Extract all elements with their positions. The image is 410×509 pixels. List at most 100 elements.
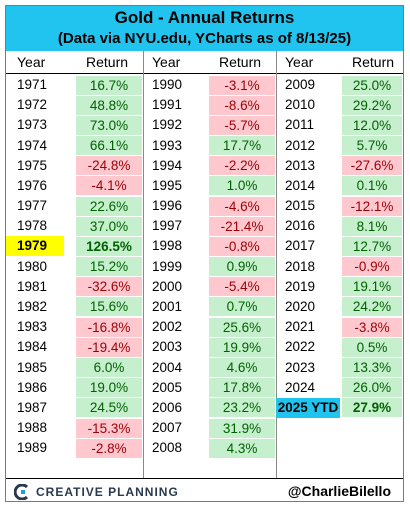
return-cell: 126.5%	[76, 236, 142, 256]
return-cell: 5.7%	[342, 136, 402, 156]
year-cell: 1995	[152, 177, 183, 193]
column-divider	[276, 51, 277, 478]
return-cell: 17.7%	[209, 136, 275, 156]
year-cell: 1998	[152, 238, 183, 254]
return-cell: 6.0%	[76, 358, 142, 378]
year-cell: 2009	[285, 77, 316, 92]
return-cell: 4.3%	[209, 438, 275, 458]
return-cell: 37.0%	[76, 216, 142, 236]
return-cell: 48.8%	[76, 95, 142, 115]
return-cell: 1.0%	[209, 176, 275, 196]
return-cell: 4.6%	[209, 358, 275, 378]
year-cell: 1986	[17, 379, 48, 395]
brand-name: CREATIVE PLANNING	[36, 485, 179, 499]
column-divider	[143, 51, 144, 478]
year-cell: 1972	[17, 97, 48, 113]
year-cell: 1996	[152, 198, 183, 214]
year-cell: 1982	[17, 298, 48, 314]
year-cell: 1987	[17, 399, 48, 415]
return-cell: 19.0%	[76, 378, 142, 398]
year-cell: 1977	[17, 198, 48, 214]
return-cell: 24.5%	[76, 398, 142, 418]
return-cell: -16.8%	[76, 317, 142, 337]
year-cell: 2018	[285, 258, 316, 274]
col-header-year-3: Year	[285, 54, 314, 70]
return-cell: 25.6%	[209, 317, 275, 337]
year-cell: 1973	[17, 117, 48, 133]
year-cell: 1990	[152, 77, 183, 92]
year-cell: 1980	[17, 258, 48, 274]
return-cell: 15.2%	[76, 257, 142, 277]
year-cell: 1992	[152, 117, 183, 133]
year-cell: 1985	[17, 359, 48, 375]
return-cell: 12.7%	[342, 236, 402, 256]
return-cell: -0.9%	[342, 257, 402, 277]
year-cell: 2023	[285, 359, 316, 375]
year-cell: 1979	[6, 236, 64, 257]
return-cell: -12.1%	[342, 196, 402, 216]
return-cell: 29.2%	[342, 95, 402, 115]
year-cell: 2001	[152, 298, 183, 314]
return-cell: 25.0%	[342, 75, 402, 95]
col-header-return-3: Return	[352, 54, 395, 70]
return-cell: 13.3%	[342, 358, 402, 378]
year-cell: 1983	[17, 319, 48, 335]
return-cell: 22.6%	[76, 196, 142, 216]
year-cell: 2010	[285, 97, 316, 113]
year-cell: 1993	[152, 137, 183, 153]
return-cell: 15.6%	[76, 297, 142, 317]
return-cell: 0.1%	[342, 176, 402, 196]
return-cell: 24.2%	[342, 297, 402, 317]
year-cell: 2004	[152, 359, 183, 375]
year-cell: 1976	[17, 177, 48, 193]
year-cell: 2024	[285, 379, 316, 395]
page-title: Gold - Annual Returns	[114, 8, 295, 27]
return-cell: 73.0%	[76, 115, 142, 135]
return-cell: -19.4%	[76, 337, 142, 357]
year-cell: 1974	[17, 137, 48, 153]
year-cell: 2003	[152, 339, 183, 355]
return-cell: -21.4%	[209, 216, 275, 236]
return-cell: -27.6%	[342, 156, 402, 176]
return-cell: -32.6%	[76, 277, 142, 297]
return-cell: 27.9%	[342, 398, 402, 418]
return-cell: 12.0%	[342, 115, 402, 135]
return-cell: 8.1%	[342, 216, 402, 236]
year-cell: 2020	[285, 298, 316, 314]
year-cell: 2014	[285, 177, 316, 193]
col-header-year-1: Year	[17, 54, 46, 70]
return-cell: -3.1%	[209, 75, 275, 95]
year-cell: 1999	[152, 258, 183, 274]
year-cell: 2012	[285, 137, 316, 153]
return-cell: -5.4%	[209, 277, 275, 297]
year-cell: 2007	[152, 420, 183, 436]
return-cell: 0.9%	[209, 257, 275, 277]
year-cell: 2002	[152, 319, 183, 335]
year-cell: 2013	[285, 157, 316, 173]
return-cell: 23.2%	[209, 398, 275, 418]
return-cell: 16.7%	[76, 75, 142, 95]
return-cell: 66.1%	[76, 136, 142, 156]
year-cell: 1991	[152, 97, 183, 113]
page-subtitle: (Data via NYU.edu, YCharts as of 8/13/25…	[57, 30, 352, 47]
return-cell: 19.9%	[209, 337, 275, 357]
creative-planning-logo-icon	[14, 484, 29, 500]
year-cell: 2000	[152, 278, 183, 294]
col-header-year-2: Year	[152, 54, 181, 70]
col-header-return-2: Return	[219, 54, 262, 70]
return-cell: -8.6%	[209, 95, 275, 115]
year-cell: 1981	[17, 278, 48, 294]
year-cell: 2019	[285, 278, 316, 294]
year-cell: 2017	[285, 238, 316, 254]
year-cell: 2006	[152, 399, 183, 415]
return-cell: 0.7%	[209, 297, 275, 317]
year-cell: 1984	[17, 339, 48, 355]
return-cell: -0.8%	[209, 236, 275, 256]
year-cell: 2022	[285, 339, 316, 355]
year-cell: 1994	[152, 157, 183, 173]
author-handle: @CharlieBilello	[287, 483, 391, 499]
year-cell: 2008	[152, 440, 183, 456]
col-header-return-1: Return	[86, 54, 129, 70]
table-frame: Gold - Annual Returns (Data via NYU.edu,…	[5, 5, 404, 502]
column-header-row: Year Return Year Return Year Return	[6, 51, 403, 74]
